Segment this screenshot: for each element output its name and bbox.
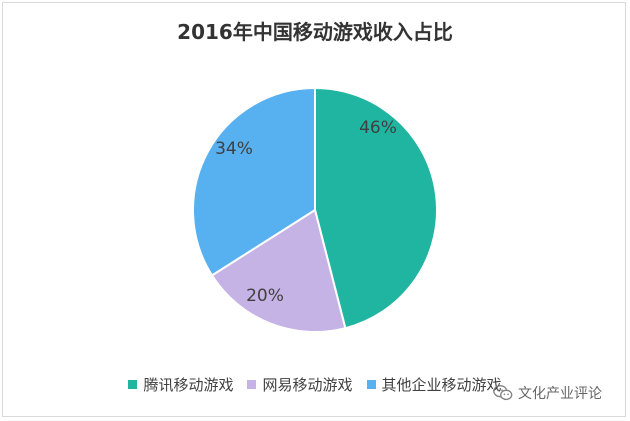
data-label-netease: 20% (246, 286, 284, 306)
legend-swatch-netease (247, 380, 257, 389)
data-label-tencent: 46% (359, 118, 397, 138)
data-label-others: 34% (215, 139, 253, 159)
legend-label-tencent: 腾讯移动游戏 (143, 376, 234, 394)
legend-label-others: 其他企业移动游戏 (381, 376, 502, 394)
legend-item-netease: 网易移动游戏 (247, 374, 353, 395)
chart-legend: 腾讯移动游戏 网易移动游戏 其他企业移动游戏 (0, 374, 630, 395)
chart-title: 2016年中国移动游戏收入占比 (177, 20, 453, 44)
legend-swatch-tencent (128, 380, 138, 389)
pie-slice-others (192, 86, 316, 277)
pie-slice-netease (210, 208, 347, 333)
wechat-icon (493, 384, 513, 401)
watermark: 文化产业评论 (492, 382, 602, 404)
legend-label-netease: 网易移动游戏 (262, 376, 353, 394)
legend-item-others: 其他企业移动游戏 (366, 374, 502, 395)
legend-swatch-others (366, 380, 376, 389)
pie-slice-tencent (314, 86, 438, 330)
watermark-text: 文化产业评论 (518, 386, 602, 402)
legend-item-tencent: 腾讯移动游戏 (128, 374, 233, 395)
